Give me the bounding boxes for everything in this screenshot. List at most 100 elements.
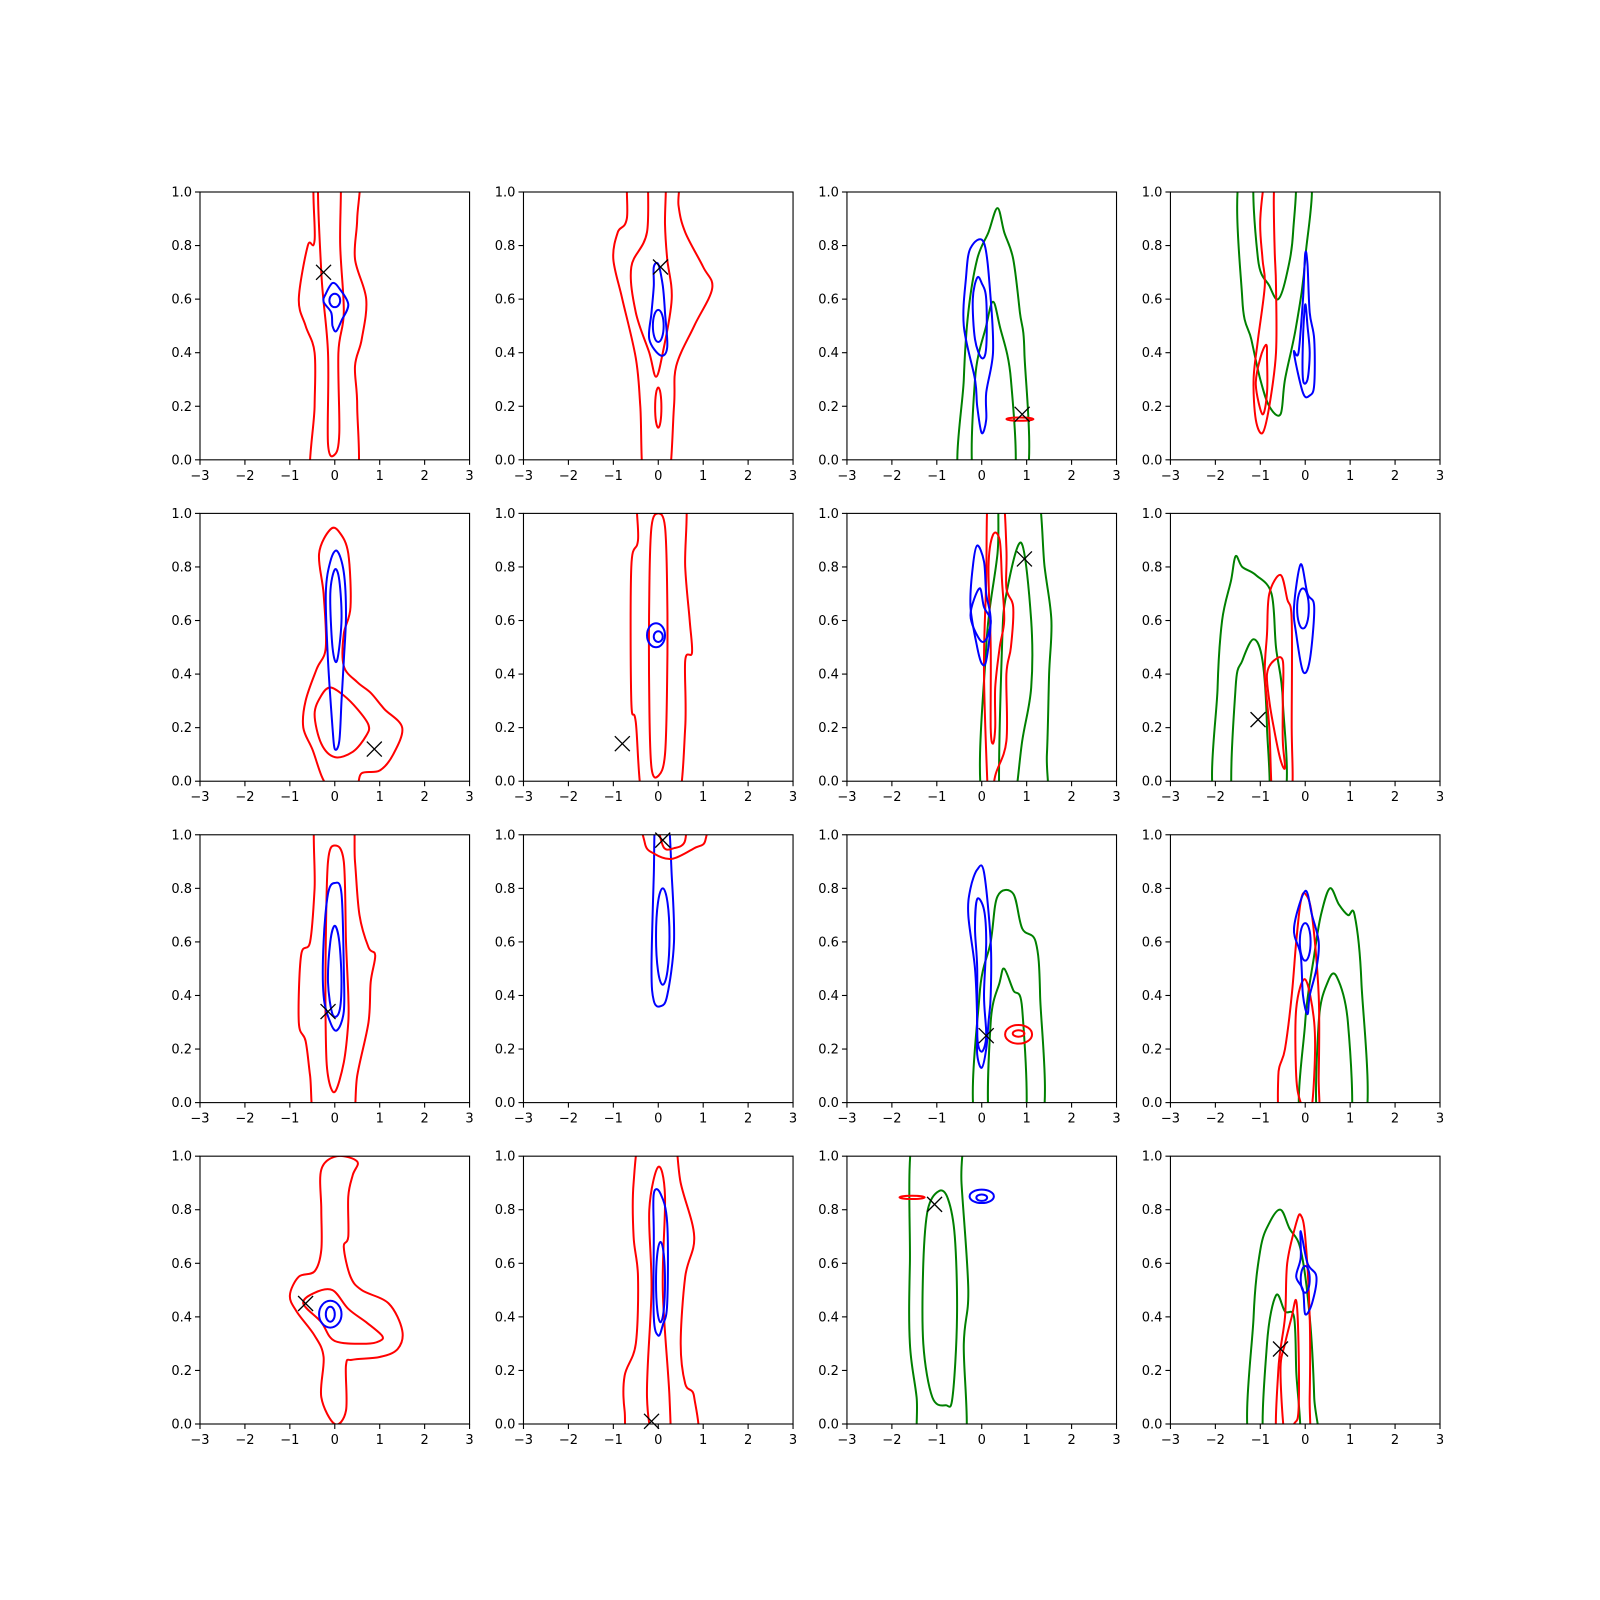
y-tick-label: 1.0 <box>171 186 192 201</box>
y-tick-label: 0.0 <box>818 1418 839 1433</box>
x-tick-label: 0 <box>1301 1433 1309 1448</box>
y-tick-label: 0.2 <box>495 400 516 415</box>
red-contour-line <box>1004 1023 1034 1045</box>
y-tick-label: 0.8 <box>1142 1203 1163 1218</box>
x-tick-label: 2 <box>420 469 428 484</box>
x-tick-label: −1 <box>604 1112 623 1127</box>
x-marker <box>320 1003 337 1020</box>
y-tick-label: 0.2 <box>495 1364 516 1379</box>
x-tick-label: −1 <box>1251 469 1270 484</box>
y-tick-label: 0.0 <box>1142 775 1163 790</box>
blue-contour-line <box>318 1299 343 1329</box>
x-tick-label: 0 <box>654 1112 662 1127</box>
axes-frame <box>199 834 471 1104</box>
y-tick-label: 0.6 <box>818 614 839 629</box>
x-tick-label: 3 <box>465 1433 473 1448</box>
x-tick-label: 3 <box>465 790 473 805</box>
y-tick-label: 0.4 <box>1142 989 1163 1004</box>
x-tick-label: 0 <box>654 1433 662 1448</box>
x-tick-label: −3 <box>190 469 209 484</box>
x-tick-label: 3 <box>1436 790 1444 805</box>
axes-frame <box>1169 512 1441 782</box>
blue-contour-line <box>1298 922 1312 962</box>
x-tick-label: 3 <box>789 469 797 484</box>
y-tick-label: 0.8 <box>818 882 839 897</box>
x-tick-label: 2 <box>1067 1112 1075 1127</box>
x-marker <box>614 735 631 752</box>
y-tick-label: 0.0 <box>818 453 839 468</box>
subplot-r1-c2: −3 −2 −1 0 1 2 3 0.0 0.2 0.4 0.6 0.8 1.0 <box>495 186 797 484</box>
blue-contour-line <box>646 622 666 649</box>
x-tick-label: 1 <box>699 1112 707 1127</box>
x-tick-label: 0 <box>1301 469 1309 484</box>
red-contour-line <box>1254 343 1269 416</box>
x-tick-label: 3 <box>1112 1112 1120 1127</box>
x-tick-label: 1 <box>1023 469 1031 484</box>
red-contour-line <box>313 686 371 759</box>
red-contour-line <box>301 526 404 782</box>
x-marker <box>315 264 332 281</box>
contours <box>288 1156 404 1425</box>
x-marker <box>652 259 669 275</box>
x-tick-label: 0 <box>978 469 986 484</box>
contours <box>969 513 1053 782</box>
contours <box>301 526 404 782</box>
x-tick-label: 1 <box>699 790 707 805</box>
x-tick-label: 2 <box>420 1112 428 1127</box>
contours <box>1246 1208 1319 1425</box>
y-tick-label: 0.6 <box>1142 614 1163 629</box>
y-tick-label: 0.6 <box>171 1257 192 1272</box>
y-tick-label: 0.0 <box>495 1418 516 1433</box>
x-tick-label: −3 <box>837 790 856 805</box>
red-contour-line <box>1263 574 1294 782</box>
red-contour-line <box>1265 656 1287 770</box>
y-tick-label: 0.2 <box>171 1364 192 1379</box>
x-tick-label: −2 <box>235 1433 254 1448</box>
x-tick-label: −1 <box>927 1112 946 1127</box>
subplot-r4-c3: −3 −2 −1 0 1 2 3 0.0 0.2 0.4 0.6 0.8 1.0 <box>818 1150 1120 1448</box>
blue-contour-line <box>1292 563 1316 675</box>
red-contour-line <box>658 834 687 851</box>
y-tick-label: 1.0 <box>1142 186 1163 201</box>
red-contour-line <box>654 386 663 429</box>
y-tick-label: 0.8 <box>171 239 192 254</box>
x-tick-label: 3 <box>1436 1112 1444 1127</box>
red-contour-line <box>1005 416 1035 422</box>
x-tick-label: 3 <box>1112 790 1120 805</box>
contours <box>612 192 714 460</box>
x-tick-label: 3 <box>1436 1433 1444 1448</box>
axes-frame <box>199 191 471 461</box>
y-tick-label: 1.0 <box>818 507 839 522</box>
blue-contour-line <box>328 292 342 309</box>
subplot-r3-c4: −3 −2 −1 0 1 2 3 0.0 0.2 0.4 0.6 0.8 1.0 <box>1142 828 1444 1127</box>
red-contour-line <box>1294 978 1317 1103</box>
blue-contour-line <box>324 549 347 751</box>
y-tick-label: 0.4 <box>495 346 516 361</box>
x-marker <box>297 1295 314 1312</box>
blue-contour-line <box>1295 1230 1318 1316</box>
y-tick-label: 0.2 <box>1142 721 1163 736</box>
y-tick-label: 0.4 <box>171 1310 192 1325</box>
x-marker <box>366 741 383 758</box>
red-contour-line <box>629 192 673 378</box>
blue-contour-line <box>962 238 995 435</box>
contours <box>898 1156 995 1425</box>
axes-frame <box>1169 834 1441 1104</box>
x-tick-label: −3 <box>837 1433 856 1448</box>
axes-frame <box>846 1155 1118 1425</box>
contours <box>967 864 1046 1103</box>
x-marker <box>926 1196 943 1213</box>
x-tick-label: 2 <box>420 790 428 805</box>
subplot-r4-c2: −3 −2 −1 0 1 2 3 0.0 0.2 0.4 0.6 0.8 1.0 <box>495 1150 797 1448</box>
x-tick-label: −1 <box>927 469 946 484</box>
x-tick-label: 2 <box>1391 469 1399 484</box>
axes-frame <box>199 1155 471 1425</box>
x-tick-label: −2 <box>1206 1112 1225 1127</box>
blue-contour-line <box>1299 1264 1311 1294</box>
y-tick-label: 1.0 <box>495 828 516 843</box>
contours <box>297 834 377 1103</box>
blue-contour-line <box>968 1188 995 1205</box>
axes-frame <box>1169 1155 1441 1425</box>
y-tick-label: 0.8 <box>818 560 839 575</box>
y-tick-label: 0.6 <box>1142 293 1163 308</box>
